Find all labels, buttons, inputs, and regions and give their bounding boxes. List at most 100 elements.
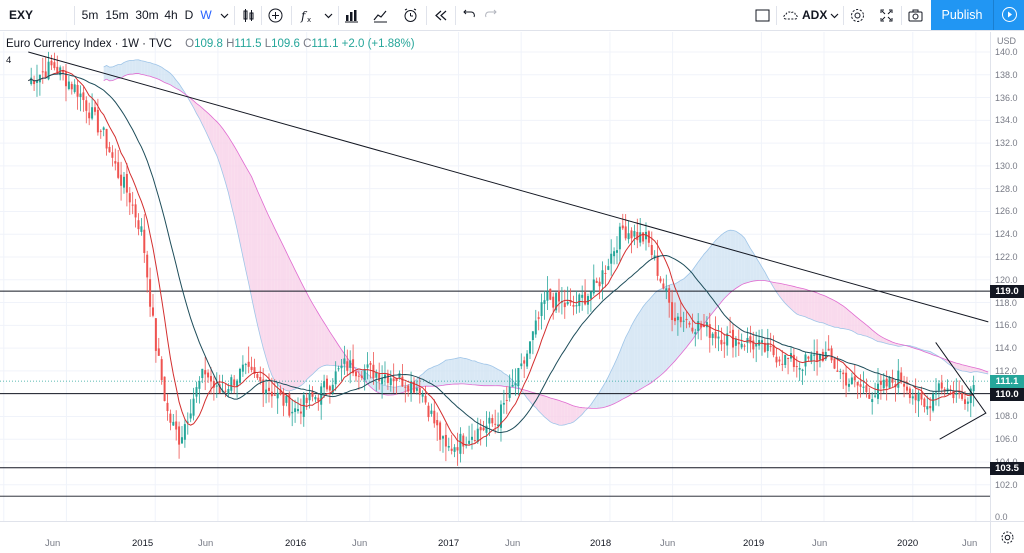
bar-template-icon[interactable] (343, 7, 360, 24)
candle-body-down (833, 358, 836, 369)
camera-icon[interactable] (907, 7, 924, 24)
cloud-segment-bullish (625, 331, 629, 398)
candle-body-up (653, 255, 656, 259)
candle-body-down (288, 393, 291, 416)
candle-body-up (694, 332, 697, 335)
toolbar-divider (843, 6, 844, 25)
cloud-segment-bullish (393, 387, 397, 395)
cloud-segment-bearish (205, 110, 209, 137)
cloud-segment-bearish (967, 366, 971, 373)
candle-body-down (700, 323, 703, 328)
candle-body-down (920, 392, 923, 400)
candle-body-up (410, 381, 413, 394)
chevron-down-icon[interactable] (826, 7, 843, 24)
candle-body-up (633, 231, 636, 237)
candle-body-up (615, 250, 618, 253)
chart-settings-corner[interactable] (990, 521, 1024, 553)
redo-icon[interactable] (482, 7, 499, 24)
candle-body-down (598, 281, 601, 287)
candle-body-down (572, 304, 575, 307)
interval-15m-button[interactable]: 15m (105, 8, 129, 22)
candle-body-down (961, 393, 964, 399)
cloud-segment-bearish (263, 203, 267, 359)
cloud-segment-bearish (541, 395, 545, 417)
candle-body-down (958, 392, 961, 394)
candle-body-up (91, 107, 94, 119)
interval-w-button[interactable]: W (200, 8, 212, 22)
candle-body-up (186, 421, 189, 423)
candle-body-up (189, 413, 192, 419)
cloud-segment-bearish (854, 315, 858, 335)
cloud-segment-bullish (744, 238, 748, 284)
candle-body-up (265, 389, 268, 395)
cloud-icon[interactable] (782, 7, 799, 24)
cloud-segment-bullish (605, 376, 609, 407)
cloud-segment-bullish (741, 235, 745, 285)
candle-body-up (398, 373, 401, 378)
publish-options-button[interactable] (993, 0, 1024, 30)
symbol-search-button[interactable]: EXY (8, 8, 33, 22)
candle-body-up (627, 233, 630, 240)
cloud-segment-bullish (121, 62, 124, 79)
cloud-segment-bearish (840, 304, 844, 329)
indicator-name-label[interactable]: ADX (802, 8, 828, 22)
cloud-segment-bullish (396, 386, 400, 395)
price-chart[interactable] (0, 32, 990, 521)
legend-change: +2.0 (+1.88%) (341, 38, 415, 50)
interval-d-button[interactable]: D (184, 8, 194, 22)
cloud-segment-bullish (498, 369, 501, 386)
cloud-segment-bullish (715, 237, 719, 310)
candle-body-up (447, 445, 450, 448)
candles-icon[interactable] (240, 7, 257, 24)
chart-type-icon[interactable] (372, 7, 389, 24)
candle-body-down (656, 255, 659, 276)
chevron-down-icon[interactable] (216, 7, 233, 24)
candle-body-up (682, 320, 685, 322)
price-tick-label: 136.0 (995, 92, 1018, 103)
candle-body-down (963, 399, 966, 404)
interval-4h-button[interactable]: 4h (164, 8, 178, 22)
cloud-segment-bullish (463, 358, 467, 385)
cloud-segment-bullish (602, 382, 606, 408)
alert-icon[interactable] (402, 7, 419, 24)
candle-body-down (50, 60, 53, 66)
candle-body-up (555, 292, 558, 311)
layout-icon[interactable] (754, 7, 771, 24)
candle-body-down (821, 351, 824, 362)
time-tick-label: Jun (352, 538, 368, 549)
cloud-segment-bearish (274, 228, 278, 385)
interval-30m-button[interactable]: 30m (135, 8, 159, 22)
chart-pane[interactable] (0, 32, 990, 521)
candle-body-down (650, 244, 653, 255)
candle-body-up (337, 368, 340, 370)
undo-icon[interactable] (461, 7, 478, 24)
add-compare-icon[interactable] (267, 7, 284, 24)
publish-button[interactable]: Publish (931, 0, 993, 30)
candle-body-down (903, 383, 906, 387)
cloud-segment-bearish (239, 156, 243, 257)
interval-5m-button[interactable]: 5m (81, 8, 99, 22)
cloud-segment-bullish (651, 293, 655, 383)
settings-icon[interactable] (849, 7, 866, 24)
candle-body-up (740, 343, 743, 348)
cloud-segment-bullish (176, 80, 180, 90)
cloud-segment-bearish (808, 290, 812, 320)
time-axis[interactable] (0, 521, 990, 553)
candle-body-up (201, 368, 204, 379)
candle-body-up (459, 433, 462, 454)
cloud-segment-bullish (161, 67, 165, 83)
replay-icon[interactable] (432, 7, 449, 24)
candle-body-up (546, 291, 549, 301)
candle-body-up (276, 392, 279, 399)
chevron-down-icon[interactable] (320, 7, 337, 24)
candle-body-down (662, 283, 665, 289)
candle-body-down (569, 300, 572, 303)
cloud-segment-bearish (843, 305, 847, 330)
fullscreen-icon[interactable] (878, 7, 895, 24)
time-tick-label: Jun (45, 538, 61, 549)
cloud-segment-bullish (144, 61, 148, 76)
price-axis[interactable] (990, 32, 1024, 521)
candle-body-down (856, 381, 859, 386)
cloud-segment-bearish (326, 327, 330, 366)
